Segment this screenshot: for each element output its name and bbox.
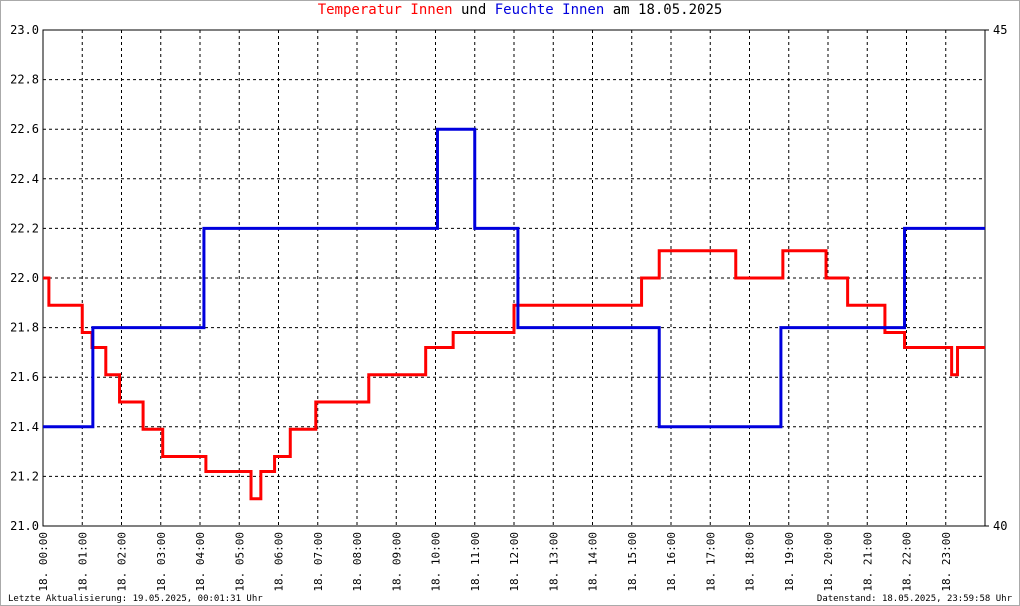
y-tick-label: 21.6 [10,370,39,384]
y-tick-label: 22.8 [10,73,39,87]
x-tick-label: 18. 13:00 [547,532,560,592]
footer-left: Letzte Aktualisierung: 19.05.2025, 00:01… [8,594,263,604]
y-tick-label: 21.4 [10,420,39,434]
x-tick-label: 18. 04:00 [194,532,207,592]
x-tick-label: 18. 11:00 [469,532,482,592]
series-line [43,249,985,501]
x-tick-label: 18. 03:00 [155,532,168,592]
chart-title: Temperatur Innen und Feuchte Innen am 18… [318,2,723,18]
x-tick-label: 18. 05:00 [233,532,246,592]
x-tick-label: 18. 17:00 [704,532,717,592]
x-tick-label: 18. 21:00 [861,532,874,592]
footer-right: Datenstand: 18.05.2025, 23:59:58 Uhr [817,594,1013,604]
x-tick-label: 18. 23:00 [940,532,953,592]
y-tick-label: 22.6 [10,122,39,136]
y-tick-label: 22.0 [10,271,39,285]
y-tick-label: 23.0 [10,23,39,37]
x-tick-label: 18. 06:00 [273,532,286,592]
x-tick-label: 18. 10:00 [430,532,443,592]
y2-tick-label: 45 [993,23,1007,37]
y-tick-label: 21.0 [10,519,39,533]
x-tick-label: 18. 14:00 [587,532,600,592]
x-tick-label: 18. 22:00 [901,532,914,592]
x-tick-label: 18. 08:00 [351,532,364,592]
y-tick-label: 21.8 [10,321,39,335]
x-tick-label: 18. 20:00 [822,532,835,592]
title-part: und [461,2,486,18]
x-tick-label: 18. 16:00 [665,532,678,592]
x-tick-label: 18. 19:00 [783,532,796,592]
x-tick-label: 18. 12:00 [508,532,521,592]
x-tick-label: 18. 18:00 [744,532,757,592]
y2-tick-label: 40 [993,519,1007,533]
series-line [43,127,985,429]
title-part: Feuchte Innen [495,2,605,18]
x-tick-label: 18. 00:00 [37,532,50,592]
y-tick-label: 21.2 [10,469,39,483]
x-tick-label: 18. 15:00 [626,532,639,592]
x-tick-label: 18. 09:00 [390,532,403,592]
title-part: Temperatur Innen [318,2,453,18]
y-tick-label: 22.2 [10,221,39,235]
title-part: am 18.05.2025 [613,2,723,18]
x-tick-label: 18. 02:00 [116,532,129,592]
x-tick-label: 18. 07:00 [312,532,325,592]
y-tick-label: 22.4 [10,172,39,186]
x-tick-label: 18. 01:00 [76,532,89,592]
